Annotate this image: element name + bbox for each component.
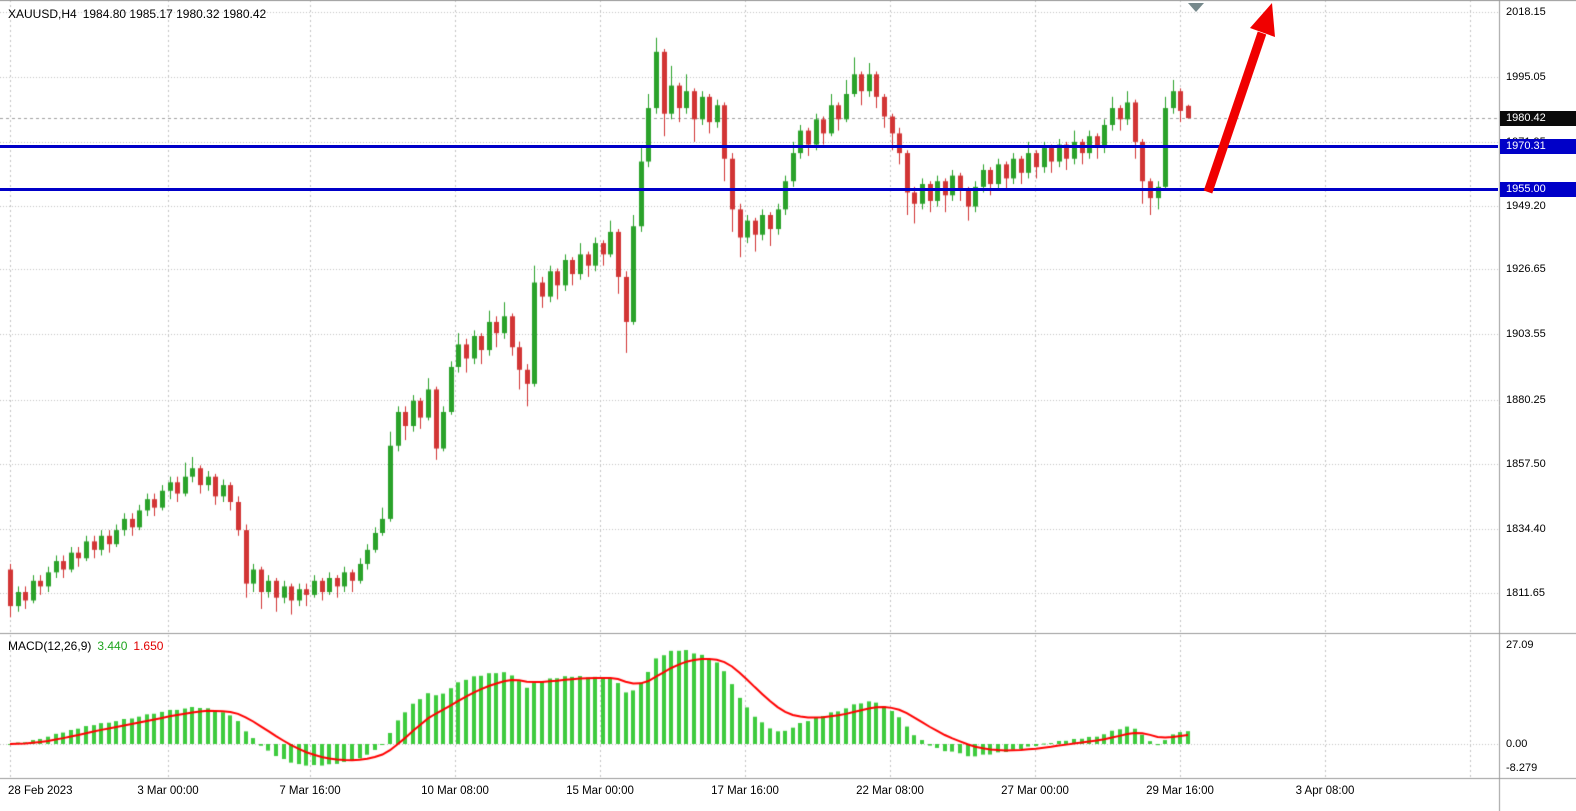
macd-axis-label: -8.279 [1506,762,1538,774]
time-axis-label: 27 Mar 00:00 [1001,785,1069,797]
macd-name-label: MACD(12,26,9) [8,639,92,653]
price-axis-label: 1834.40 [1506,523,1546,536]
macd-axis-label: 0.00 [1506,738,1528,750]
macd-axis-label: 27.09 [1506,638,1534,651]
price-axis-label: 1857.50 [1506,458,1546,471]
time-axis-label: 17 Mar 16:00 [711,785,779,797]
price-axis-label: 1811.65 [1506,587,1545,600]
current-price-tag: 1980.42 [1500,110,1576,126]
hline-price-tag: 1955.00 [1500,182,1576,198]
chart-ohlc-title: XAUUSD,H4 1984.80 1985.17 1980.32 1980.42 [8,7,272,21]
price-axis-label: 1995.05 [1506,70,1546,83]
macd-signal-value: 1.650 [133,639,164,653]
macd-indicator-title: MACD(12,26,9) 3.440 1.650 [8,639,169,653]
trend-arrow-shaft [1203,31,1267,194]
time-axis-label: 22 Mar 08:00 [856,785,924,797]
symbol-period-label: XAUUSD,H4 [8,7,77,21]
resistance-line[interactable] [0,145,1498,149]
time-axis-label: 28 Feb 2023 [8,785,73,797]
support-line[interactable] [0,188,1498,192]
price-axis-label: 2018.15 [1506,5,1546,18]
time-axis-label: 29 Mar 16:00 [1146,785,1214,797]
time-axis-label: 10 Mar 08:00 [421,785,489,797]
time-axis-label: 3 Mar 00:00 [137,785,199,797]
price-axis-label: 1880.25 [1506,394,1546,406]
shift-triangle-icon [1188,3,1204,12]
macd-current-value: 3.440 [97,639,128,653]
price-axis-label: 1949.20 [1506,200,1546,212]
price-axis-label: 1903.55 [1506,328,1546,341]
ohlc-values: 1984.80 1985.17 1980.32 1980.42 [82,7,267,21]
trend-arrow[interactable] [1195,0,1285,200]
trend-arrow-head-icon [1250,3,1275,37]
time-axis-label: 15 Mar 00:00 [566,785,634,797]
chart-shift-marker-icon[interactable] [1186,2,1206,14]
hline-price-tag: 1970.31 [1500,139,1576,155]
time-axis-label: 3 Apr 08:00 [1295,785,1355,797]
time-axis-label: 7 Mar 16:00 [279,785,341,797]
price-axis-label: 1926.65 [1506,263,1546,276]
